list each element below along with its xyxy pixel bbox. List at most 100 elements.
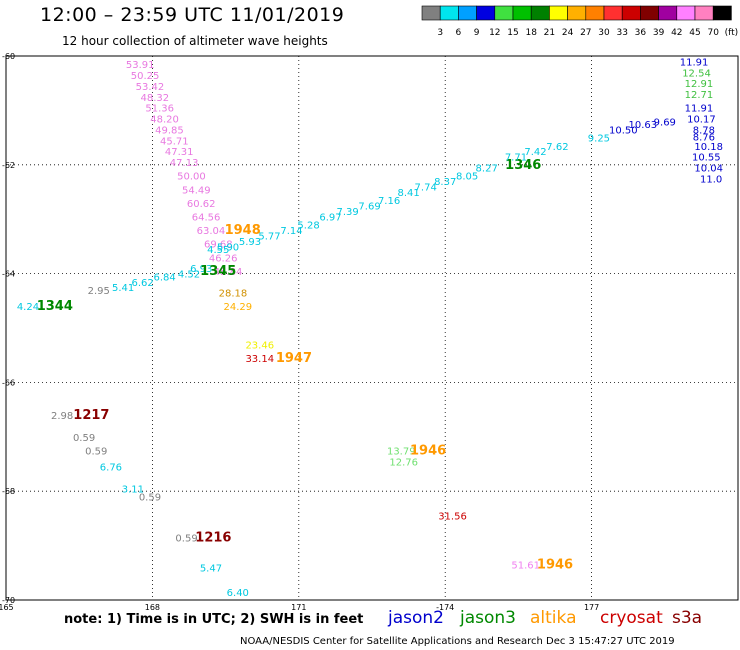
legend-label: 36 xyxy=(635,28,647,38)
color-legend: 3 6 9 12 15 18 21 24 27 30 33 36 39 42 45 70 (ft) xyxy=(421,5,739,38)
swh-value-label: 5.90 xyxy=(217,242,239,253)
swh-value-label: 5.28 xyxy=(297,221,319,232)
legend-label: 33 xyxy=(616,28,627,38)
swh-value-label: 53.42 xyxy=(136,82,165,93)
swh-value-label: 7.14 xyxy=(280,226,302,237)
swh-value-label: 0.59 xyxy=(139,493,161,504)
swh-value-label: 7.16 xyxy=(378,196,400,207)
satellite-label-jason2: jason2 xyxy=(388,608,444,628)
swh-value-label: 7.62 xyxy=(546,142,568,153)
legend-label: 27 xyxy=(580,28,591,38)
legend-label: 42 xyxy=(671,28,682,38)
time-label: 1217 xyxy=(73,408,109,423)
swh-value-label: 63.04 xyxy=(197,226,226,237)
satellite-label-s3a: s3a xyxy=(672,608,703,628)
swh-value-label: 46.26 xyxy=(209,253,238,264)
swh-value-label: 7.71 xyxy=(505,153,527,164)
swh-value-label: 7.39 xyxy=(336,207,358,218)
time-label: 1346 xyxy=(505,158,541,173)
swh-value-label: 64.56 xyxy=(192,212,221,223)
swh-value-label: 8.78 xyxy=(693,125,715,136)
swh-value-label: 0.59 xyxy=(73,433,95,444)
time-label: 1946 xyxy=(410,443,446,458)
swh-value-label: 8.41 xyxy=(397,188,419,199)
swh-value-label: 45.84 xyxy=(214,267,243,278)
legend-label: 24 xyxy=(562,28,574,38)
swh-value-label: 60.62 xyxy=(187,199,216,210)
legend-label: 30 xyxy=(598,28,610,38)
swh-value-label: 6.93 xyxy=(190,264,212,275)
legend-label: 39 xyxy=(653,28,665,38)
swh-value-label: 23.46 xyxy=(245,340,274,351)
swh-value-label: 33.14 xyxy=(245,354,274,365)
swh-value-label: 12.76 xyxy=(389,457,418,468)
swh-value-label: 6.76 xyxy=(100,463,122,474)
swh-value-label: 9.69 xyxy=(654,117,676,128)
swh-value-label: 11.0 xyxy=(700,174,722,185)
swh-value-label: 48.32 xyxy=(141,93,170,104)
swh-value-label: 49.85 xyxy=(155,125,184,136)
swh-value-label: 51.36 xyxy=(145,104,174,115)
legend-label: 9 xyxy=(474,28,480,38)
legend-label: 15 xyxy=(507,28,518,38)
legend-label: 12 xyxy=(489,28,500,38)
swh-value-label: 10.55 xyxy=(692,153,721,164)
legend-label: (ft) xyxy=(725,28,739,38)
swh-value-label: 8.37 xyxy=(434,177,456,188)
swh-value-label: 2.95 xyxy=(88,286,110,297)
swh-value-label: 47.31 xyxy=(165,147,194,158)
time-label: 1216 xyxy=(195,530,231,545)
legend-swatch xyxy=(712,5,732,21)
page-subtitle: 12 hour collection of altimeter wave hei… xyxy=(62,34,328,48)
swh-value-label: 10.04 xyxy=(694,164,723,175)
swh-value-label: 5.41 xyxy=(112,283,134,294)
swh-value-label: 2.98 xyxy=(51,411,73,422)
swh-value-label: 10.18 xyxy=(694,142,723,153)
swh-value-label: 0.59 xyxy=(85,446,107,457)
swh-value-label: 6.84 xyxy=(153,272,175,283)
swh-value-label: 47.13 xyxy=(170,158,199,169)
satellite-label-altika: altika xyxy=(530,608,577,628)
swh-value-label: 10.50 xyxy=(609,125,638,136)
x-tick-label: -174 xyxy=(436,603,454,610)
y-tick-label: -66 xyxy=(2,378,15,387)
y-tick-label: -62 xyxy=(2,161,15,170)
time-label: 1947 xyxy=(276,351,312,366)
legend-label: 18 xyxy=(525,28,537,38)
swh-value-label: 6.97 xyxy=(319,212,341,223)
swh-value-label: 8.05 xyxy=(456,172,478,183)
plot-frame xyxy=(5,55,739,601)
x-tick-label: 171 xyxy=(291,603,306,610)
swh-value-label: 8.76 xyxy=(693,133,715,144)
swh-value-label: 6.40 xyxy=(227,588,249,599)
swh-value-label: 45.71 xyxy=(160,136,189,147)
swh-value-label: 11.91 xyxy=(680,57,709,68)
swh-value-label: 13.79 xyxy=(387,446,416,457)
swh-value-label: 7.74 xyxy=(415,183,437,194)
legend-label: 70 xyxy=(707,28,719,38)
legend-label: 6 xyxy=(456,28,462,38)
y-tick-label: -68 xyxy=(2,487,15,496)
swh-value-label: 12.54 xyxy=(682,68,711,79)
time-label: 1946 xyxy=(537,558,573,573)
swh-value-label: 51.61 xyxy=(511,561,540,572)
swh-value-label: 8.27 xyxy=(476,164,498,175)
swh-value-label: 12.71 xyxy=(685,90,714,101)
swh-value-label: 3.11 xyxy=(122,484,144,495)
y-tick-label: -70 xyxy=(2,596,15,605)
wave-height-chart: 165 168 171 -174 177-60-62-64-66-68-7053.915… xyxy=(0,52,739,610)
swh-value-label: 0.59 xyxy=(175,533,197,544)
swh-value-label: 12.91 xyxy=(685,79,714,90)
swh-value-label: 53.91 xyxy=(126,60,155,71)
swh-value-label: 4.55 xyxy=(207,245,229,256)
swh-value-label: 11.91 xyxy=(685,104,714,115)
swh-value-label: 9.25 xyxy=(588,134,610,145)
footer-credit: NOAA/NESDIS Center for Satellite Applica… xyxy=(240,636,675,647)
time-label: 1948 xyxy=(225,223,261,238)
swh-value-label: 50.25 xyxy=(131,71,160,82)
swh-value-label: 10.63 xyxy=(629,120,658,131)
x-tick-label: 165 xyxy=(0,603,14,610)
legend-label: 45 xyxy=(689,28,700,38)
footer-note: note: 1) Time is in UTC; 2) SWH is in fe… xyxy=(64,612,364,627)
